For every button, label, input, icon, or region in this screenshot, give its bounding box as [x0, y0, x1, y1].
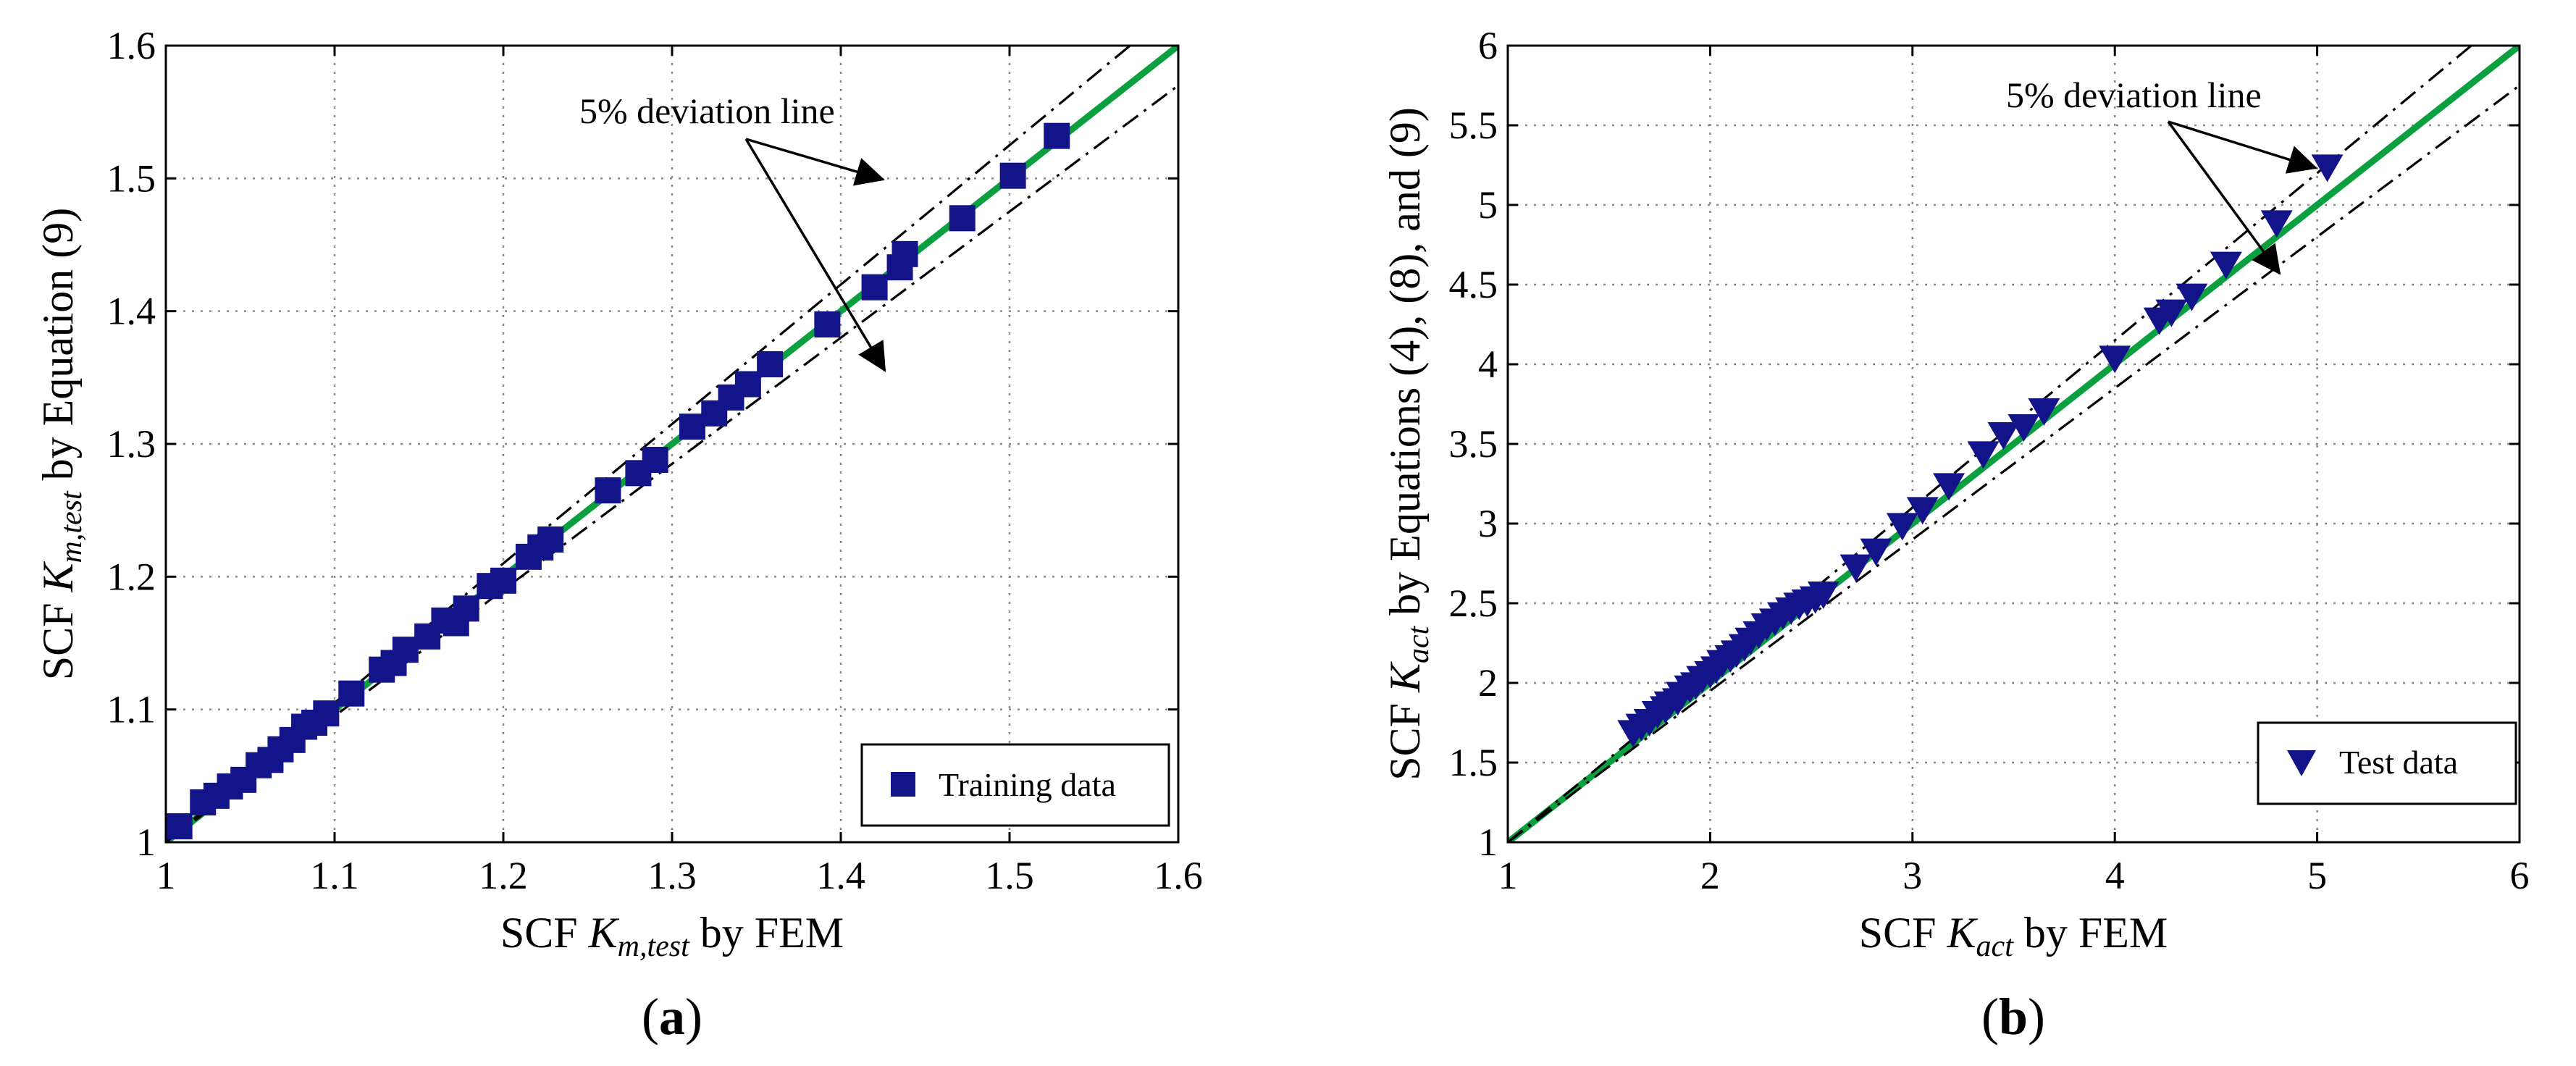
data-point	[1987, 422, 2020, 450]
data-point	[891, 240, 918, 267]
panel-a-legend-label: Training data	[939, 766, 1116, 803]
lower-5-deviation-line	[166, 84, 1178, 842]
y-tick-label: 6	[1478, 24, 1498, 67]
panel-b-annotation: 5% deviation line	[2006, 75, 2262, 115]
panel-b-legend-triangle-marker	[2287, 750, 2316, 776]
data-point	[734, 371, 761, 398]
panel-a-annotation: 5% deviation line	[579, 91, 835, 131]
x-tick-label: 3	[1902, 854, 1922, 897]
panel-b-legend-label: Test data	[2339, 744, 2458, 781]
data-point	[313, 700, 340, 727]
data-point	[814, 311, 841, 337]
y-tick-label: 5.5	[1449, 104, 1498, 147]
y-tick-label: 1.5	[107, 156, 156, 200]
data-point	[1967, 441, 2000, 469]
x-tick-label: 1.4	[816, 854, 865, 897]
x-tick-label: 1	[156, 854, 176, 897]
panel-a-y-axis-label: SCF Km,test by Equation (9)	[34, 208, 88, 681]
x-tick-label: 1.2	[479, 854, 528, 897]
data-point	[490, 567, 516, 594]
y-tick-label: 1	[136, 821, 156, 864]
data-point	[2210, 251, 2242, 280]
y-tick-label: 1.3	[107, 422, 156, 466]
data-point	[1839, 554, 1872, 582]
panel-a-chart: 1 1.1 1.2 1.3 1.4 1.5 1.6 11.11.21.31.41.51.6 …	[34, 24, 1203, 1046]
data-point	[2028, 398, 2060, 426]
data-point	[1860, 538, 1892, 566]
y-tick-label: 1.6	[107, 24, 156, 67]
y-tick-label: 1.2	[107, 555, 156, 598]
data-point	[453, 595, 479, 622]
panel-a-y-ticks: 1 1.1 1.2 1.3 1.4 1.5 1.6	[107, 24, 1178, 864]
panel-a-x-axis-label: SCF Km,test by FEM	[500, 909, 844, 963]
panel-b-y-axis-label: SCF Kact by Equations (4), (8), and (9)	[1381, 107, 1435, 781]
data-point	[1886, 513, 1918, 541]
panel-a-data-points	[166, 122, 1070, 839]
panel-a-legend-square-marker	[891, 772, 915, 797]
y-tick-label: 4	[1478, 343, 1498, 386]
data-point	[2260, 210, 2293, 238]
y-tick-label: 3.5	[1449, 422, 1498, 466]
y-tick-label: 2	[1478, 661, 1498, 705]
panel-b-x-ticks: 1 2 3 4 5 6	[1498, 46, 2530, 897]
y-tick-label: 3	[1478, 502, 1498, 545]
data-point	[679, 414, 705, 440]
x-tick-label: 1.1	[310, 854, 359, 897]
x-tick-label: 1	[1498, 854, 1518, 897]
panel-a-legend: Training data	[860, 743, 1170, 827]
panel-a-x-ticks: 1 1.1 1.2 1.3 1.4 1.5 1.6	[156, 46, 1203, 897]
x-tick-label: 6	[2510, 854, 2530, 897]
y-tick-label: 1.4	[107, 290, 156, 333]
y-tick-label: 1.5	[1449, 741, 1498, 784]
panel-b-legend: Test data	[2257, 721, 2517, 805]
data-point	[166, 813, 193, 839]
data-point	[999, 162, 1026, 189]
panel-b-data-points	[1617, 154, 2344, 748]
x-tick-label: 4	[2105, 854, 2125, 897]
data-point	[861, 274, 888, 301]
data-point	[1933, 473, 1965, 501]
x-tick-label: 1.6	[1154, 854, 1203, 897]
data-point	[2007, 414, 2040, 442]
panel-a-label: (a)	[642, 988, 702, 1046]
lower-5-deviation-line	[1508, 84, 2520, 842]
data-point	[2176, 283, 2208, 311]
x-tick-label: 2	[1700, 854, 1720, 897]
x-tick-label: 1.5	[985, 854, 1034, 897]
y-tick-label: 4.5	[1449, 263, 1498, 306]
y-tick-label: 2.5	[1449, 582, 1498, 625]
data-point	[338, 680, 365, 707]
panel-b-chart: 1 2 3 4 5 6 1 1.5 2 2.5 3 3.5 4 4.5 5 5.5 6 5% deviatio…	[1381, 24, 2530, 1046]
panel-b-annotation-arrows	[2167, 120, 2317, 275]
data-point	[1044, 122, 1070, 149]
x-tick-label: 5	[2307, 854, 2327, 897]
panel-b-y-ticks: 1 1.5 2 2.5 3 3.5 4 4.5 5 5.5 6	[1449, 24, 2520, 864]
data-point	[2311, 154, 2344, 182]
panel-a-annotation-arrows	[744, 138, 886, 372]
y-tick-label: 1.1	[107, 688, 156, 731]
data-point	[537, 526, 564, 553]
data-point	[595, 477, 621, 504]
data-point	[392, 637, 419, 663]
data-point	[2099, 345, 2131, 374]
data-point	[1906, 497, 1939, 525]
y-tick-label: 5	[1478, 183, 1498, 227]
data-point	[2155, 299, 2188, 327]
data-point	[757, 351, 784, 377]
panel-b-label: (b)	[1981, 988, 2045, 1046]
data-point	[642, 447, 668, 473]
data-point	[949, 205, 976, 232]
panel-b-x-axis-label: SCF Kact by FEM	[1859, 909, 2168, 963]
y-tick-label: 1	[1478, 821, 1498, 864]
data-point	[1807, 582, 1839, 609]
x-tick-label: 1.3	[647, 854, 697, 897]
